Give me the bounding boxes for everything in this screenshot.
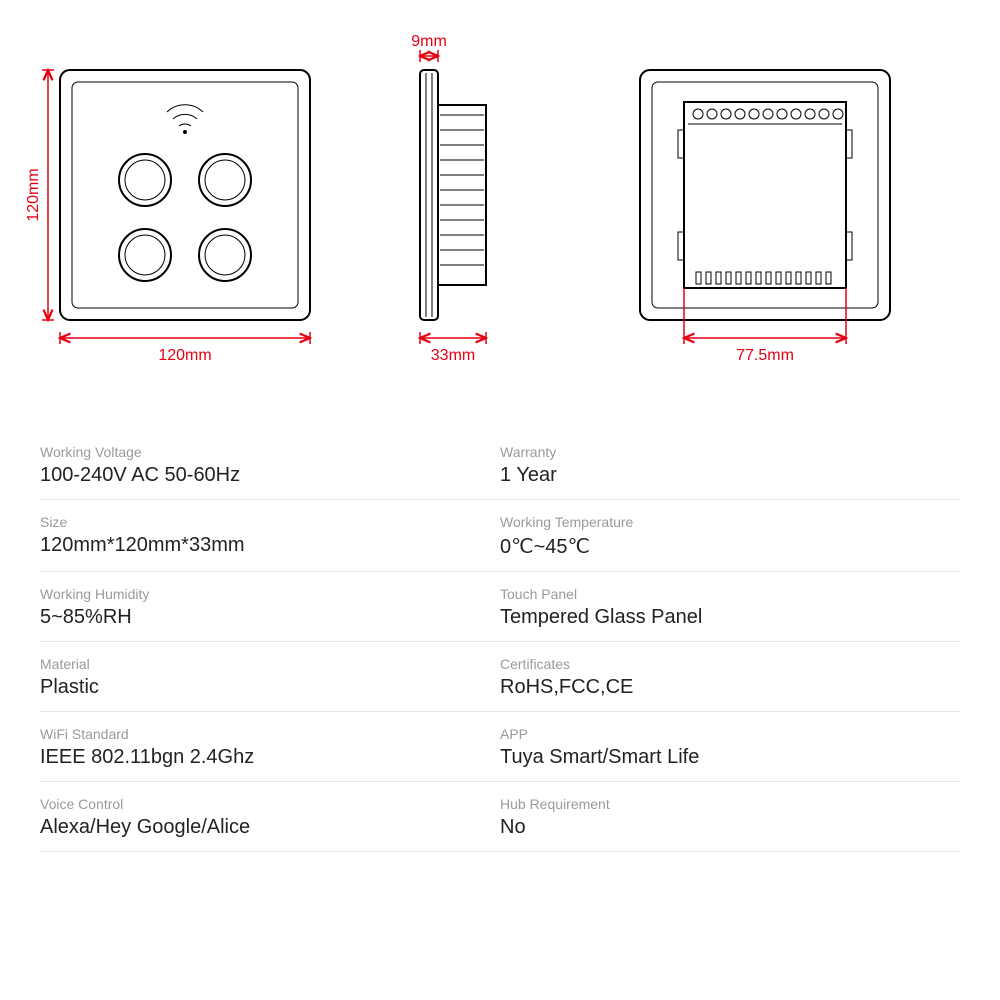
- spec-table: Working Voltage 100-240V AC 50-60HzWarran…: [40, 430, 960, 852]
- spec-row: Working Humidity 5~85%RHTouch Panel Temper…: [40, 572, 960, 642]
- spec-value: 0℃~45℃: [500, 534, 960, 559]
- spec-value: Tuya Smart/Smart Life: [500, 746, 960, 769]
- spec-value: Alexa/Hey Google/Alice: [40, 816, 500, 839]
- spec-value: Tempered Glass Panel: [500, 606, 960, 629]
- spec-label: APP: [500, 726, 960, 742]
- spec-label: Hub Requirement: [500, 796, 960, 812]
- spec-label: Warranty: [500, 444, 960, 460]
- side-depth-label: 33mm: [431, 347, 475, 364]
- side-front-thickness-label: 9mm: [411, 33, 447, 50]
- spec-value: RoHS,FCC,CE: [500, 676, 960, 699]
- technical-diagram: 120mm 120mm 9mm: [0, 30, 1000, 390]
- spec-row: WiFi Standard IEEE 802.11bgn 2.4GhzAPP Tuy…: [40, 712, 960, 782]
- terminal-row: [693, 109, 843, 119]
- front-width-label: 120mm: [158, 347, 211, 364]
- vent-row: [696, 272, 831, 284]
- spec-label: Size: [40, 514, 500, 530]
- front-view: 120mm 120mm: [25, 70, 310, 364]
- touch-buttons: [119, 154, 251, 281]
- spec-label: Touch Panel: [500, 586, 960, 602]
- spec-label: Voice Control: [40, 796, 500, 812]
- front-height-label: 120mm: [25, 168, 42, 221]
- spec-value: Plastic: [40, 676, 500, 699]
- spec-label: WiFi Standard: [40, 726, 500, 742]
- back-inner-width-label: 77.5mm: [736, 347, 794, 364]
- wifi-icon: [167, 105, 203, 134]
- spec-label: Material: [40, 656, 500, 672]
- spec-value: No: [500, 816, 960, 839]
- spec-row: Size 120mm*120mm*33mmWorking Temperature 0…: [40, 500, 960, 572]
- spec-value: 100-240V AC 50-60Hz: [40, 464, 500, 487]
- back-view: 77.5mm: [640, 70, 890, 364]
- spec-label: Working Humidity: [40, 586, 500, 602]
- spec-value: 1 Year: [500, 464, 960, 487]
- side-view: 9mm 33mm: [411, 33, 486, 364]
- spec-row: Voice Control Alexa/Hey Google/AliceHub R…: [40, 782, 960, 852]
- spec-label: Working Voltage: [40, 444, 500, 460]
- spec-value: IEEE 802.11bgn 2.4Ghz: [40, 746, 500, 769]
- spec-label: Certificates: [500, 656, 960, 672]
- spec-value: 5~85%RH: [40, 606, 500, 629]
- spec-value: 120mm*120mm*33mm: [40, 534, 500, 557]
- spec-label: Working Temperature: [500, 514, 960, 530]
- spec-row: Working Voltage 100-240V AC 50-60HzWarran…: [40, 430, 960, 500]
- spec-row: Material PlasticCertificates RoHS,FCC,CE: [40, 642, 960, 712]
